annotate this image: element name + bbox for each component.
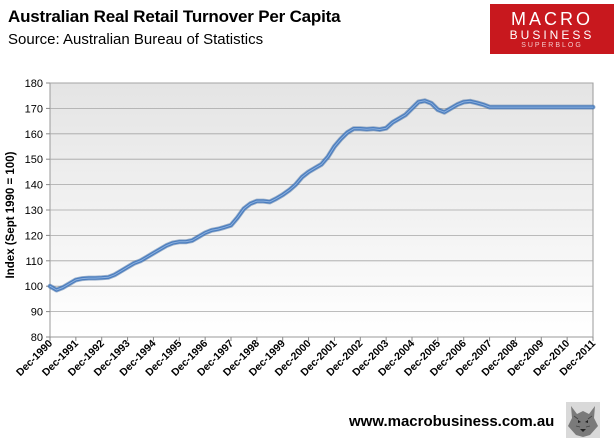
y-tick-label: 120 — [25, 230, 43, 242]
x-axis-ticks: Dec-1990Dec-1991Dec-1992Dec-1993Dec-1994… — [14, 337, 598, 379]
y-tick-label: 140 — [25, 180, 43, 192]
series-line-highlight — [49, 100, 594, 291]
logo-line-1: MACRO — [511, 9, 593, 29]
y-tick-label: 160 — [25, 129, 43, 141]
chart-subtitle: Source: Australian Bureau of Statistics — [8, 31, 264, 48]
series-group — [47, 98, 596, 293]
macro-business-logo[interactable]: MACRO BUSINESS SUPERBLOG — [490, 4, 614, 54]
y-axis-label: Index (Sept 1990 = 100) — [5, 151, 17, 278]
logo-line-3: SUPERBLOG — [521, 42, 583, 49]
y-axis-ticks: 80 90 100 110 120 130 140 150 160 170 180 — [25, 78, 50, 344]
y-tick-label: 80 — [31, 332, 43, 344]
y-tick-label: 170 — [25, 103, 43, 115]
y-tick-label: 110 — [25, 256, 43, 268]
y-tick-label: 130 — [25, 205, 43, 217]
wolf-icon — [566, 402, 600, 438]
logo-line-2: BUSINESS — [509, 28, 595, 42]
y-tick-label: 180 — [25, 78, 43, 90]
chart-title: Australian Real Retail Turnover Per Capi… — [8, 7, 341, 26]
y-tick-label: 150 — [25, 154, 43, 166]
y-tick-label: 100 — [25, 281, 43, 293]
y-tick-label: 90 — [31, 307, 43, 319]
footer-url[interactable]: www.macrobusiness.com.au — [349, 413, 555, 430]
